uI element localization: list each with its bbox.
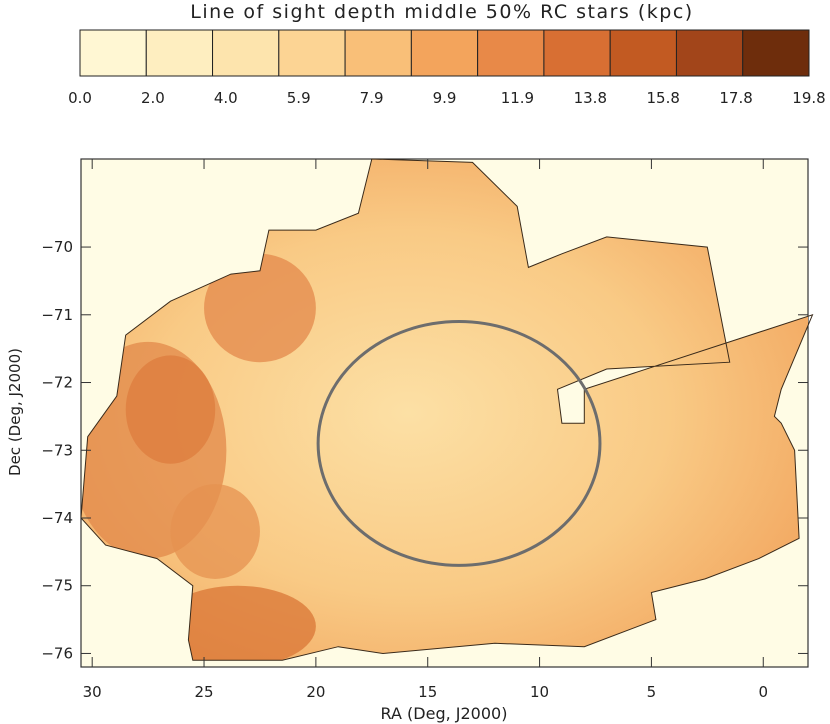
colorbar-tick-label: 11.9 [501, 89, 534, 107]
colorbar-tick-label: 0.0 [68, 89, 92, 107]
colorbar-tick-label: 7.9 [360, 89, 384, 107]
y-tick-label: −72 [41, 374, 73, 392]
high-depth-region [170, 484, 260, 579]
colorbar-swatch [212, 29, 280, 77]
y-tick-label: −76 [41, 644, 73, 662]
colorbar-swatch [278, 29, 346, 77]
colorbar-tick-label: 17.8 [719, 89, 752, 107]
x-tick-label: 5 [647, 683, 657, 701]
colorbar-swatch [145, 29, 214, 77]
colorbar-tick-label: 5.9 [287, 89, 311, 107]
x-tick-label: 30 [83, 683, 102, 701]
axes: 30 25 20 15 10 5 0 −70 −71 −72 −73 −74 −75 −76 [41, 159, 808, 701]
x-tick-label: 25 [194, 683, 213, 701]
colorbar-swatch [79, 29, 147, 77]
y-tick-label: −73 [41, 441, 73, 459]
colorbar-tick-label: 2.0 [141, 89, 165, 107]
colorbar-swatch [675, 29, 744, 77]
x-tick-label: 0 [758, 683, 768, 701]
y-tick-label: −71 [41, 306, 73, 324]
colorbar [79, 29, 810, 77]
colorbar-ticks: 0.0 2.0 4.0 5.9 7.9 9.9 11.9 13.8 15.8 17.8 19.8 [68, 89, 826, 107]
colorbar-tick-label: 19.8 [792, 89, 825, 107]
high-depth-regions [81, 253, 316, 661]
high-depth-region [204, 253, 316, 363]
y-tick-label: −70 [41, 238, 73, 256]
x-tick-label: 20 [306, 683, 325, 701]
y-tick-label: −75 [41, 577, 73, 595]
high-depth-region [159, 585, 316, 661]
colorbar-swatch [344, 29, 412, 77]
colorbar-swatch [742, 29, 810, 77]
colorbar-tick-label: 15.8 [646, 89, 679, 107]
y-tick-label: −74 [41, 509, 73, 527]
reference-circle [316, 320, 602, 567]
y-axis-label: Dec (Deg, J2000) [6, 348, 24, 476]
colorbar-swatch [477, 29, 545, 77]
colorbar-tick-label: 13.8 [574, 89, 607, 107]
colorbar-swatch [609, 29, 677, 77]
map-outline [80, 158, 814, 661]
colorbar-title: Line of sight depth middle 50% RC stars … [190, 1, 693, 23]
colorbar-swatch [410, 29, 479, 77]
x-tick-label: 10 [530, 683, 549, 701]
x-tick-label: 15 [418, 683, 437, 701]
colorbar-swatch [543, 29, 611, 77]
high-depth-region [125, 355, 216, 464]
colorbar-tick-label: 9.9 [433, 89, 457, 107]
x-axis-label: RA (Deg, J2000) [381, 704, 508, 723]
colorbar-tick-label: 4.0 [214, 89, 238, 107]
